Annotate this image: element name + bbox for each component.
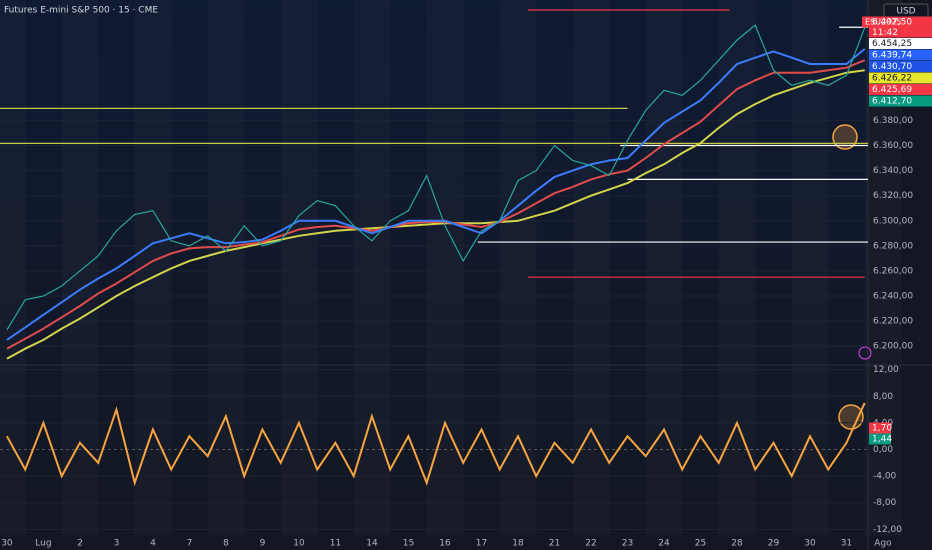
x-tick-label: 18 — [512, 539, 524, 549]
currency[interactable]: USD — [896, 7, 915, 17]
x-tick-label: 16 — [439, 539, 451, 549]
price-tag-label: 6.412,70 — [872, 97, 912, 107]
y-tick-label: 8,00 — [873, 392, 893, 402]
day-stripe — [573, 0, 610, 536]
price-tag-label: 6.439,74 — [872, 51, 912, 61]
x-tick-label: 15 — [403, 539, 414, 549]
day-stripe — [62, 0, 99, 536]
x-tick-label: 8 — [223, 539, 229, 549]
countdown-label: 11:42 — [872, 28, 898, 38]
y-tick-label: 6.240,00 — [873, 292, 913, 302]
x-tick-label: 23 — [622, 539, 633, 549]
plot-background — [0, 0, 868, 536]
day-stripe — [427, 0, 464, 536]
y-tick-label: -8,00 — [873, 498, 897, 508]
series-line — [6, 59, 866, 350]
x-tick-label: 25 — [695, 539, 706, 549]
y-tick-label: 0,00 — [873, 445, 893, 455]
price-tag-label: 6.454,25 — [872, 39, 912, 49]
x-tick-label: 3 — [114, 539, 120, 549]
price-tag — [869, 16, 932, 28]
y-tick-label: 6.320,00 — [873, 191, 913, 201]
y-tick-label: 6.300,00 — [873, 216, 913, 226]
series-line — [6, 402, 866, 487]
x-tick-label: 10 — [293, 539, 305, 549]
x-tick-label: 24 — [658, 539, 670, 549]
x-tick-label: Lug — [35, 539, 51, 549]
x-tick-label: 21 — [549, 539, 560, 549]
x-tick-label: 29 — [768, 539, 780, 549]
x-tick-label: 17 — [476, 539, 487, 549]
day-stripe — [500, 0, 537, 536]
price-tag — [869, 38, 932, 49]
price-tag — [869, 72, 932, 84]
symbol-tag — [862, 16, 869, 28]
x-tick-label: 14 — [366, 539, 378, 549]
y-tick-label: -4,00 — [873, 472, 897, 482]
price-tag — [869, 61, 932, 72]
value-tag — [869, 422, 891, 434]
y-tick-label: 6.380,00 — [873, 116, 913, 126]
alert-icon[interactable] — [858, 346, 872, 360]
value-tag-label: 1,44 — [872, 435, 892, 445]
price-tag-label: 6.497,50 — [872, 18, 912, 28]
price-tag-label: 6.426,22 — [872, 74, 912, 84]
symbol-label: ESU2025 — [865, 18, 901, 27]
price-tag — [869, 49, 932, 61]
x-tick-label: 4 — [150, 539, 156, 549]
y-tick-label: 6.200,00 — [873, 342, 913, 352]
x-tick-label: 9 — [260, 539, 266, 549]
y-tick-label: -12,00 — [873, 525, 902, 535]
price-tag-label: 6.425,69 — [872, 85, 912, 95]
x-tick-label: 22 — [585, 539, 596, 549]
day-stripe — [646, 0, 683, 536]
y-tick-label: 6.280,00 — [873, 241, 913, 251]
x-tick-label: Ago — [874, 539, 892, 549]
x-tick-label: 11 — [330, 539, 341, 549]
x-tick-label: 30 — [1, 539, 13, 549]
x-tick-label: 28 — [731, 539, 743, 549]
x-tick-label: 31 — [841, 539, 852, 549]
highlight-circle — [838, 404, 864, 430]
y-tick-label: 12,00 — [873, 365, 899, 375]
series-line — [6, 69, 865, 360]
price-tag — [869, 95, 932, 107]
y-tick-label: 6.260,00 — [873, 266, 913, 276]
price-tag — [869, 84, 932, 95]
y-tick-label: 6.220,00 — [873, 317, 913, 327]
y-tick-label: 6.340,00 — [873, 166, 913, 176]
x-tick-label: 30 — [804, 539, 816, 549]
x-tick-label: 2 — [77, 539, 83, 549]
x-tick-label: 7 — [187, 539, 193, 549]
value-tag-label: 1,70 — [872, 424, 892, 434]
y-tick-label: 6.360,00 — [873, 141, 913, 151]
price-tag-label: 6.430,70 — [872, 62, 912, 72]
series-line — [6, 24, 866, 331]
series-line — [6, 48, 866, 341]
chart-title: Futures E-mini S&P 500 · 15 · CME — [4, 6, 158, 16]
day-stripe — [0, 0, 26, 536]
value-tag — [869, 433, 891, 445]
day-stripe — [208, 0, 245, 536]
countdown-tag — [869, 27, 932, 38]
